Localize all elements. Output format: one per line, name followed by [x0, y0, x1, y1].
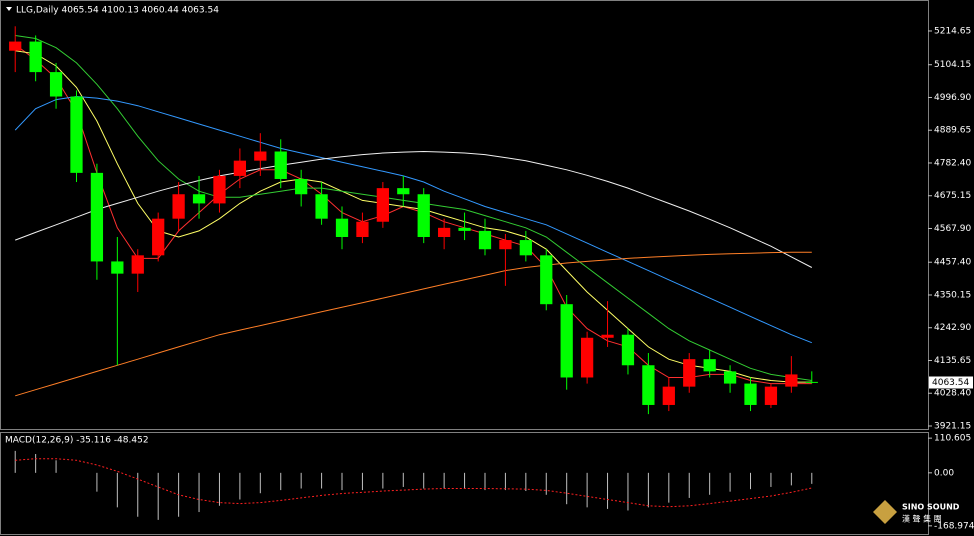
candle-body — [540, 255, 553, 305]
y-tick-label: 4675.15 — [934, 191, 971, 201]
candle-body — [192, 194, 206, 204]
moving-average — [15, 35, 812, 381]
candle-body — [152, 218, 165, 256]
signal-line — [15, 458, 812, 508]
candle-body — [233, 160, 247, 176]
last-price-box — [929, 376, 973, 389]
candle-body — [315, 194, 328, 219]
y-tick-label: 4242.90 — [934, 323, 971, 333]
candle-body — [785, 374, 798, 387]
candle-body — [478, 230, 492, 250]
candle-body — [744, 383, 757, 405]
moving-average — [15, 150, 813, 268]
y-tick-label: 4782.40 — [934, 158, 971, 168]
logo-text: SINO SOUND — [902, 503, 960, 512]
candle-body — [805, 381, 818, 383]
candle-body — [703, 359, 716, 372]
chart-header: LLG,Daily 4065.54 4100.13 4060.44 4063.5… — [16, 6, 219, 16]
candle-body — [417, 194, 430, 238]
last-price-label: 4063.54 — [932, 378, 969, 388]
y-tick-label: 5214.65 — [934, 26, 971, 36]
candle-body — [70, 96, 83, 173]
moving-average — [14, 44, 812, 385]
y-tick-label: 4457.40 — [934, 258, 971, 268]
candle-body — [499, 240, 512, 250]
moving-average — [15, 251, 812, 397]
candle-body — [560, 304, 573, 378]
candle-body — [642, 365, 655, 405]
y-tick-label: 3921.15 — [934, 421, 971, 431]
candle-body — [111, 261, 124, 274]
candle-body — [662, 386, 675, 405]
candle-body — [254, 151, 267, 161]
candle-body — [274, 151, 287, 179]
candle-body — [601, 334, 614, 338]
candle-body — [764, 386, 778, 405]
candle-body — [213, 175, 226, 204]
logo: SINO SOUND 漢 聲 集 團 — [873, 500, 960, 524]
menu-arrow[interactable] — [6, 7, 12, 11]
candle-body — [335, 218, 349, 238]
candle-body — [683, 359, 696, 387]
candle-body — [356, 221, 369, 238]
y-tick-label: 110.605 — [934, 434, 971, 444]
y-tick-label: 5104.15 — [934, 60, 971, 70]
y-tick-label: 4567.90 — [934, 224, 971, 234]
y-tick-label: 4350.15 — [934, 290, 971, 300]
candle-body — [131, 255, 144, 274]
candle-body — [580, 337, 594, 378]
y-tick-label: 0.00 — [934, 468, 954, 478]
moving-average — [14, 95, 812, 344]
candle-body — [397, 188, 410, 195]
candle-body — [621, 334, 635, 366]
moving-average — [15, 50, 812, 383]
logo-icon — [873, 500, 897, 524]
y-tick-label: -168.974 — [934, 521, 974, 531]
y-tick-label: 4028.40 — [934, 389, 971, 399]
candle-body — [49, 72, 63, 97]
logo-subtext: 漢 聲 集 團 — [902, 514, 942, 524]
candle-body — [295, 178, 308, 195]
candle-body — [458, 227, 471, 231]
candle-body — [9, 41, 22, 51]
candle-body — [723, 371, 737, 384]
macd-header: MACD(12,26,9) -35.116 -48.452 — [5, 436, 149, 446]
candle-body — [29, 41, 42, 73]
candle-body — [90, 172, 104, 262]
candle-body — [376, 188, 389, 222]
y-tick-label: 4889.65 — [934, 126, 971, 136]
candle-body — [172, 194, 185, 219]
candle-body — [519, 240, 532, 256]
y-tick-label: 4135.65 — [934, 356, 971, 366]
y-tick-label: 4996.90 — [934, 93, 971, 103]
candle-body — [438, 227, 451, 238]
